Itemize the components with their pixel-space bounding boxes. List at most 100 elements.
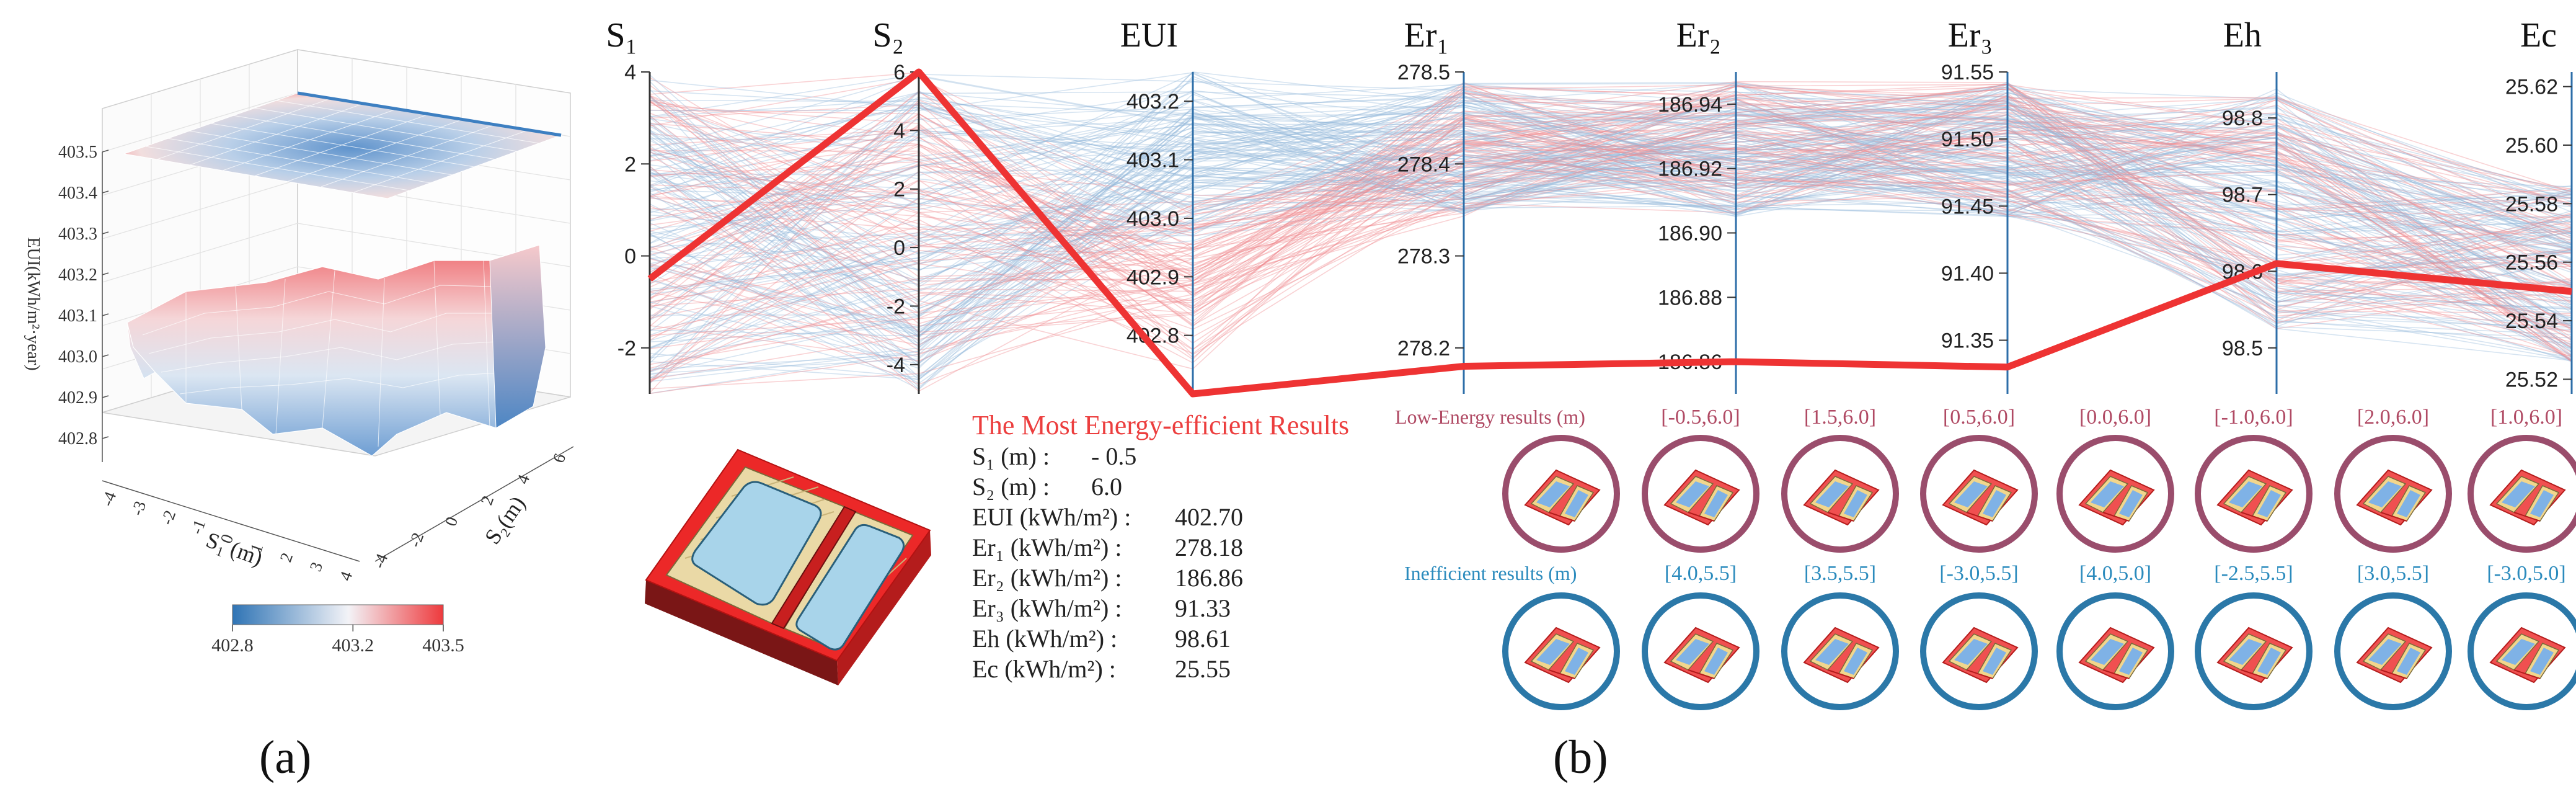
solution-line [649, 82, 2572, 320]
solution-line [649, 146, 2572, 381]
solution-line [649, 92, 2572, 193]
parallel-axes: 420-26420-2-4403.2403.1403.0402.9402.827… [617, 61, 2573, 394]
axis-tick-label: 25.62 [2505, 76, 2558, 99]
solution-line [649, 168, 2572, 327]
solution-line [649, 88, 2572, 351]
axis-tick-label: 91.35 [1941, 329, 1994, 353]
z-tick-label: 402.8 [58, 429, 97, 448]
s2-tick-label: 6 [549, 451, 569, 465]
solution-line [649, 115, 2572, 390]
solution-line [649, 73, 2572, 207]
s1-axis [102, 480, 360, 562]
solution-line [649, 132, 2572, 319]
solution-line [649, 77, 2572, 360]
solution-line [649, 121, 2572, 310]
s1-tick-label: -1 [187, 517, 209, 537]
best-result-label: Er₂ (kWh/m²) : [972, 564, 1122, 592]
solution-line [649, 81, 2572, 331]
solution-line [649, 98, 2572, 342]
solution-line [649, 108, 2572, 324]
solution-line [649, 127, 2572, 301]
solution-line [649, 100, 2572, 310]
solution-line [649, 95, 2572, 350]
solution-line [649, 123, 2572, 367]
z-tick-label: 402.9 [58, 388, 97, 408]
z-tick-mark [102, 231, 109, 234]
result-circle [1781, 592, 1899, 710]
solution-line [649, 111, 2572, 288]
axis-tick-label: 91.40 [1941, 262, 1994, 285]
best-result-value: 91.33 [1175, 594, 1231, 622]
solution-line [649, 88, 2572, 359]
z-tick-label: 403.0 [58, 347, 97, 367]
solution-line [649, 97, 2572, 370]
best-solution-line [647, 68, 2572, 398]
solution-line [649, 109, 2572, 364]
solution-line [649, 84, 2572, 187]
axis-titles: S₁ S₂ EUI Er₁ Er₂ Er₃ Eh Ec [606, 16, 2557, 55]
solution-line [649, 86, 2572, 342]
solution-line [649, 92, 2572, 357]
result-circle [1502, 592, 1620, 710]
colorbar-tick-labels: 402.8 403.2 403.5 [211, 625, 464, 656]
axis-tick-label: 2 [893, 178, 905, 202]
solution-line [649, 99, 2572, 341]
solution-line [649, 127, 2572, 332]
solution-line [649, 87, 2572, 352]
z-tick-mark [102, 149, 109, 153]
inefficient-items: [4.0,5.5] [3.5,5.5] [-3.0,5.5] [4.0,5.0] [-2… [1502, 562, 2576, 710]
solution-line [649, 114, 2572, 344]
solution-line [649, 106, 2572, 303]
axis-title-er3: Er₃ [1948, 16, 1993, 55]
model-divider-wall [771, 506, 857, 630]
result-circle [1642, 435, 1759, 553]
solution-line [649, 85, 2572, 360]
solution-line [649, 115, 2572, 359]
axis-title-s2: S₂ [872, 16, 904, 55]
solution-line [649, 149, 2572, 350]
solution-line [649, 104, 2572, 230]
solution-line [649, 122, 2572, 339]
upper-surface-edge [297, 91, 562, 137]
solution-line [649, 100, 2572, 372]
result-model-icon [1525, 627, 1600, 683]
solution-line [649, 88, 2572, 381]
axis-tick-label: 98.7 [2222, 184, 2263, 207]
solution-line [649, 112, 2572, 370]
solution-line [649, 71, 2572, 335]
solution-line [649, 84, 2572, 256]
solution-line [649, 89, 2572, 363]
solution-line [649, 99, 2572, 347]
solution-line [649, 118, 2572, 392]
result-circle [2334, 435, 2452, 553]
axis-tick-label: 403.1 [1126, 149, 1179, 172]
solution-line [649, 102, 2572, 292]
solution-line [649, 84, 2572, 331]
solution-line [649, 112, 2572, 256]
result-model-icon [2079, 627, 2154, 683]
z-tick-mark [102, 272, 109, 275]
axis-tick-label: -2 [887, 295, 905, 318]
solution-line [649, 152, 2572, 338]
colorbar-tick-label: 403.5 [422, 635, 464, 656]
result-model-icon [2357, 470, 2432, 525]
solution-line [649, 99, 2572, 232]
solution-line [649, 151, 2572, 280]
solution-line [649, 103, 2572, 237]
solution-line [649, 84, 2572, 278]
solution-line [649, 95, 2572, 388]
solution-line [649, 82, 2572, 357]
s1-tick-label: 3 [306, 560, 326, 574]
solution-line [649, 91, 2572, 236]
solution-line [649, 114, 2572, 341]
axis-tick-label: 25.58 [2505, 192, 2558, 216]
best-result-value: - 0.5 [1091, 442, 1137, 470]
solution-line [649, 95, 2572, 340]
solution-line [649, 146, 2572, 395]
solution-line [649, 94, 2572, 362]
result-circle [1920, 435, 2038, 553]
solution-line [649, 112, 2572, 362]
solution-line [649, 163, 2572, 369]
solution-line [649, 86, 2572, 280]
